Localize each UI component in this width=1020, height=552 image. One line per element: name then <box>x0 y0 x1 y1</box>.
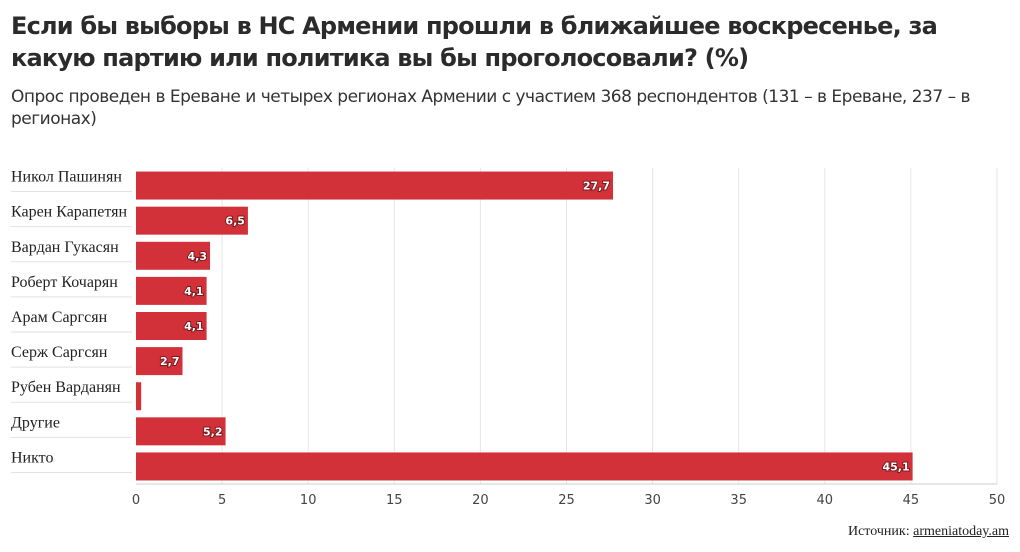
bar <box>136 171 613 200</box>
x-tick-label: 40 <box>817 493 834 508</box>
chart-subtitle: Опрос проведен в Ереване и четырех регио… <box>11 87 971 129</box>
x-tick-label: 5 <box>218 493 226 508</box>
x-tick-label: 30 <box>644 493 661 508</box>
category-label: Рубен Варданян <box>11 379 121 396</box>
x-tick-label: 25 <box>558 493 575 508</box>
source-link[interactable]: armeniatoday.am <box>913 524 1009 539</box>
data-label: 4,1 <box>184 285 204 298</box>
x-tick-label: 35 <box>730 493 747 508</box>
grid-lines <box>221 168 998 484</box>
data-label: 2,7 <box>160 355 180 368</box>
category-label: Другие <box>11 414 60 431</box>
x-axis: 0 5 10 15 20 25 30 35 40 45 50 <box>132 483 1006 508</box>
category-label: Арам Саргсян <box>11 309 108 326</box>
category-label: Карен Карапетян <box>11 204 127 221</box>
bar <box>136 347 183 376</box>
bar <box>136 382 142 411</box>
x-tick-label: 15 <box>386 493 403 508</box>
category-label: Вардан Гукасян <box>11 239 119 256</box>
data-label: 5,2 <box>203 425 223 438</box>
x-tick-label: 50 <box>989 493 1006 508</box>
x-tick-label: 45 <box>903 493 920 508</box>
x-tick-label: 20 <box>472 493 489 508</box>
data-label: 27,7 <box>583 180 610 193</box>
bar <box>136 206 248 235</box>
category-label: Никол Пашинян <box>11 169 122 186</box>
category-label: Роберт Кочарян <box>11 274 118 291</box>
bar <box>136 417 226 446</box>
source-prefix: Источник: <box>847 524 910 539</box>
x-tick-label: 0 <box>132 493 140 508</box>
source-note: Источник: armeniatoday.am <box>848 524 1009 540</box>
bar <box>136 312 207 340</box>
category-rows: Никол Пашинян Карен Карапетян Вардан Гукас… <box>11 169 132 473</box>
bar <box>136 452 913 481</box>
bar <box>136 241 211 270</box>
data-label: 45,1 <box>882 460 909 473</box>
bars: 27,7 6,5 4,3 4,1 4,1 2,7 5,2 45,1 <box>136 171 913 481</box>
chart-title: Если бы выборы в НС Армении прошли в бли… <box>11 12 938 72</box>
data-label: 4,1 <box>184 320 204 333</box>
bar <box>136 276 207 305</box>
data-label: 4,3 <box>188 250 208 263</box>
x-tick-label: 10 <box>300 493 317 508</box>
data-label: 6,5 <box>225 215 245 228</box>
category-label: Никто <box>11 449 53 466</box>
category-label: Серж Саргсян <box>11 344 108 361</box>
